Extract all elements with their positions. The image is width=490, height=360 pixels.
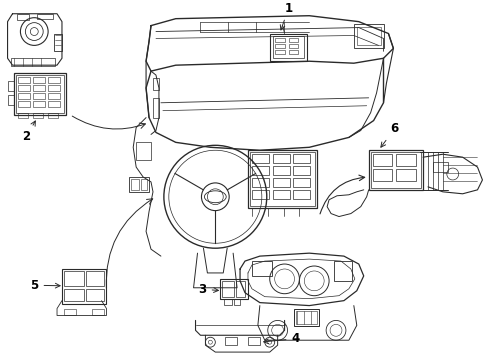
Bar (19, 77, 30, 83)
Bar (273, 154, 290, 163)
Bar (86, 271, 103, 286)
Text: 2: 2 (23, 121, 35, 143)
Bar (294, 154, 310, 163)
Bar (48, 93, 60, 99)
Bar (294, 178, 310, 187)
Bar (372, 169, 392, 181)
Bar (33, 101, 45, 107)
Bar (225, 337, 237, 345)
Text: 1: 1 (280, 2, 293, 30)
Bar (252, 178, 269, 187)
Bar (37, 14, 53, 19)
Bar (19, 93, 30, 99)
Bar (10, 58, 55, 66)
Text: 4: 4 (264, 332, 300, 345)
Bar (86, 289, 103, 301)
Bar (273, 190, 290, 199)
Bar (357, 27, 381, 45)
Bar (294, 309, 319, 327)
Bar (275, 44, 285, 48)
Bar (7, 81, 15, 91)
Bar (396, 169, 416, 181)
Bar (275, 39, 285, 42)
Bar (294, 190, 310, 199)
Bar (18, 14, 29, 20)
Bar (234, 299, 240, 305)
Bar (33, 77, 45, 83)
Bar (33, 85, 45, 91)
Bar (296, 311, 317, 324)
Bar (252, 166, 269, 175)
Bar (19, 85, 30, 91)
Bar (273, 36, 304, 58)
Bar (48, 77, 60, 83)
Bar (153, 98, 159, 118)
Bar (136, 142, 151, 160)
Bar (248, 337, 260, 345)
Bar (33, 93, 45, 99)
Bar (370, 152, 421, 188)
Bar (372, 154, 392, 166)
Bar (273, 178, 290, 187)
Bar (252, 261, 272, 276)
Bar (433, 162, 448, 172)
Bar (224, 299, 232, 305)
Bar (294, 166, 310, 175)
Bar (64, 309, 76, 315)
Bar (289, 39, 298, 42)
Bar (64, 289, 84, 301)
Text: 3: 3 (198, 283, 219, 296)
Bar (129, 177, 149, 192)
Bar (19, 101, 30, 107)
Bar (48, 113, 58, 118)
Bar (252, 190, 269, 199)
Bar (131, 179, 139, 190)
Bar (368, 150, 423, 190)
Bar (252, 154, 269, 163)
Bar (273, 166, 290, 175)
Bar (141, 179, 147, 190)
Bar (236, 281, 245, 297)
Bar (248, 150, 317, 208)
Bar (64, 271, 84, 286)
Bar (48, 101, 60, 107)
Bar (289, 50, 298, 54)
Bar (275, 50, 285, 54)
Bar (250, 152, 315, 206)
Bar (270, 33, 307, 61)
Bar (15, 73, 66, 114)
Text: 5: 5 (30, 279, 60, 292)
Bar (396, 154, 416, 166)
Bar (17, 75, 64, 113)
Bar (48, 85, 60, 91)
Bar (354, 24, 384, 48)
Bar (62, 269, 106, 303)
Bar (153, 78, 159, 90)
Bar (33, 113, 43, 118)
Bar (220, 279, 248, 299)
Bar (92, 309, 103, 315)
Bar (222, 281, 234, 297)
Bar (7, 95, 15, 105)
Bar (289, 44, 298, 48)
Bar (54, 33, 62, 51)
Text: 6: 6 (381, 122, 399, 147)
Bar (19, 113, 28, 118)
Bar (334, 261, 352, 281)
